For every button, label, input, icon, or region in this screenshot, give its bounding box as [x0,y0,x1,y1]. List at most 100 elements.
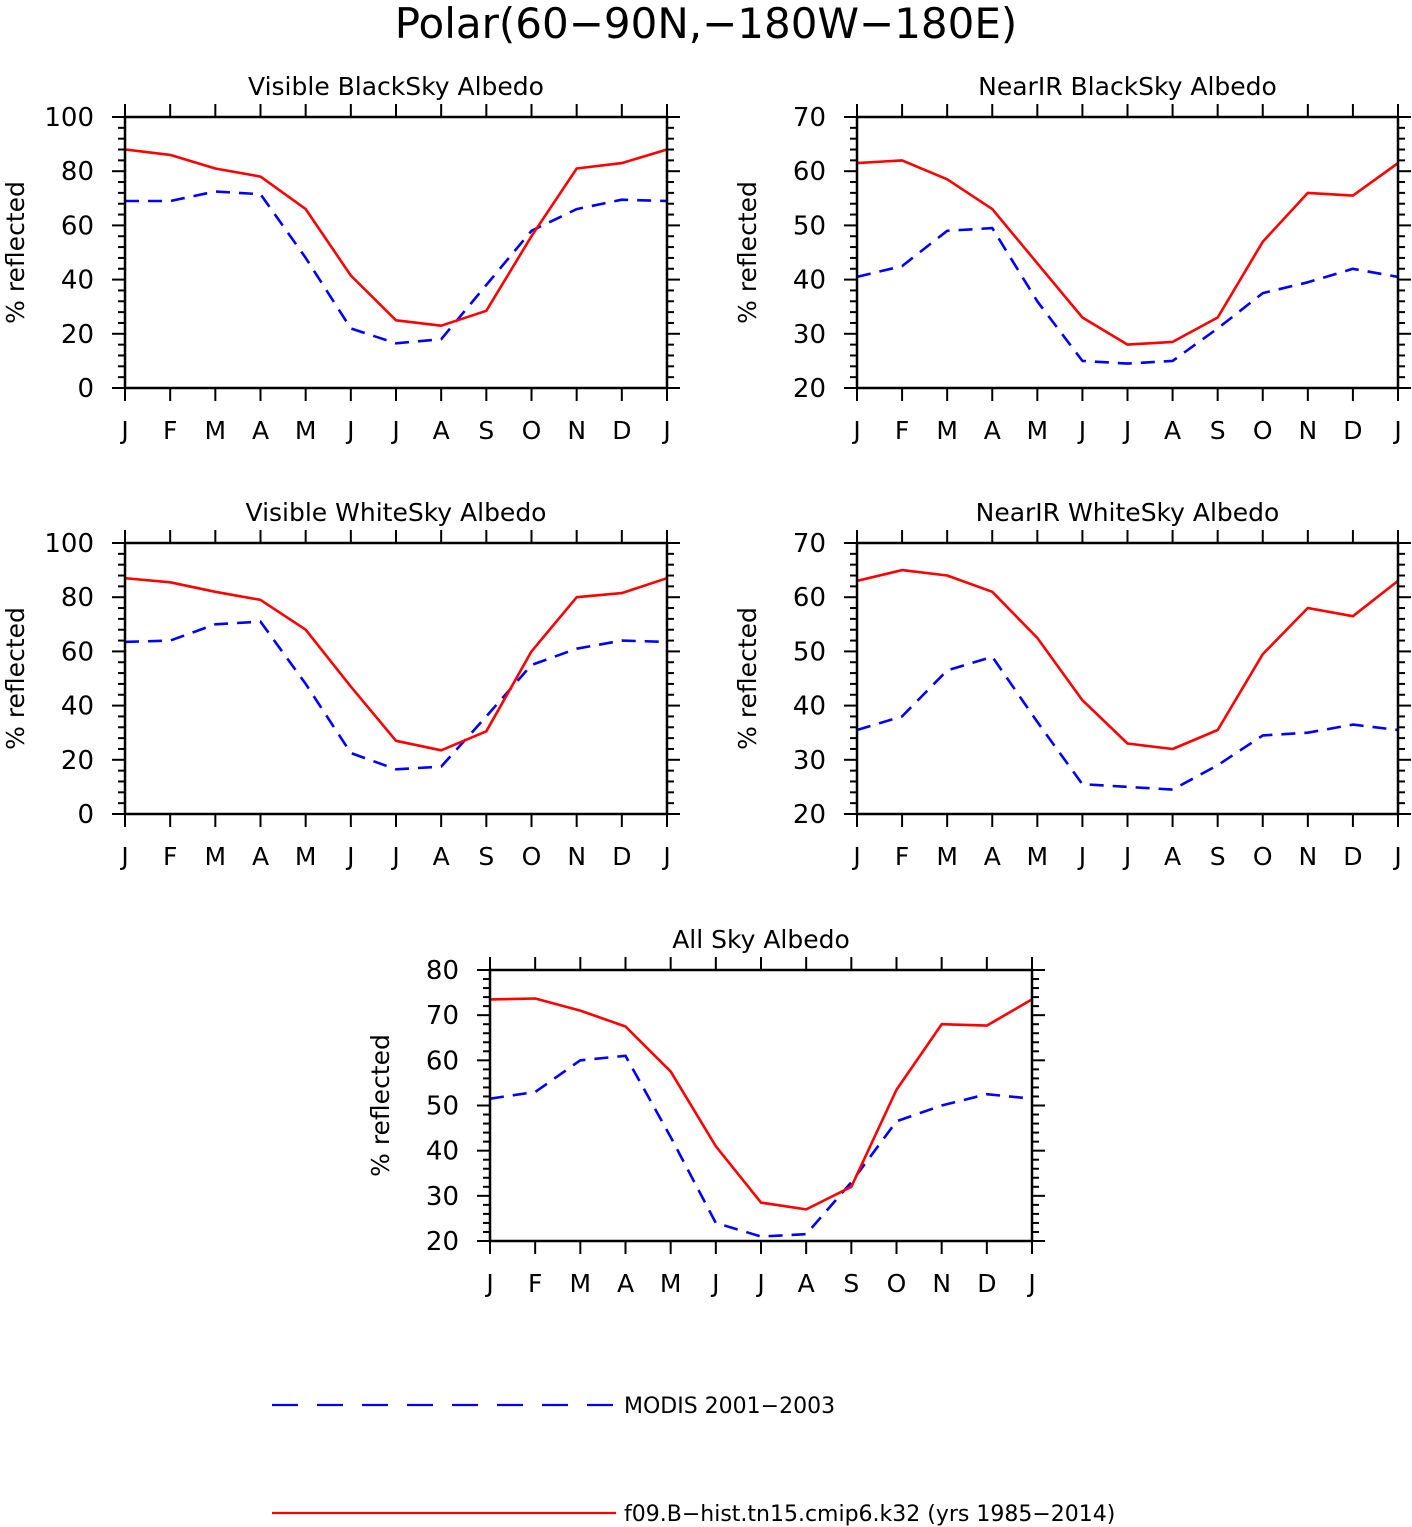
x-tick-label: J [345,842,354,871]
y-tick-label: 40 [426,1137,459,1167]
x-tick-label: A [617,1269,634,1298]
y-axis-label: % reflected [733,607,762,750]
x-tick-label: J [1077,416,1086,445]
y-tick-label: 70 [793,103,826,133]
y-tick-label: 60 [793,583,826,613]
y-tick-label: 50 [793,637,826,667]
series-line-model [124,148,668,328]
x-tick-label: J [345,416,354,445]
x-tick-label: M [936,416,958,445]
x-tick-label: N [567,842,586,871]
y-tick-label: 40 [793,266,826,296]
x-tick-label: N [567,416,586,445]
x-tick-label: S [843,1269,859,1298]
y-tick-label: 0 [77,800,94,830]
y-tick-label: 100 [44,103,94,133]
x-tick-label: M [1027,842,1049,871]
series-line-model [489,997,1033,1211]
x-tick-label: S [1210,416,1226,445]
axis-ticks [477,957,1045,1254]
x-tick-label: M [295,416,317,445]
x-tick-label: F [163,842,177,871]
x-tick-label: A [1164,842,1181,871]
x-tick-label: A [1164,416,1181,445]
x-tick-label: S [478,416,494,445]
y-axis-label: % reflected [366,1034,395,1177]
x-tick-label: J [755,1269,764,1298]
chart-panel-4: NearIR WhiteSky Albedo % reflected 20 30 40 5… [733,498,1411,871]
y-tick-label: 20 [793,374,826,404]
x-tick-label: O [1253,842,1273,871]
x-tick-label: D [1343,416,1362,445]
x-tick-label: J [119,842,128,871]
y-axis-label: % reflected [1,181,30,324]
x-tick-label: F [895,416,909,445]
chart-panels: Visible BlackSky Albedo % reflected 0 20 40 6… [1,72,1411,1298]
x-tick-label: J [1077,842,1086,871]
x-tick-label: M [205,416,227,445]
legend-label-modis: MODIS 2001−2003 [624,1394,835,1419]
x-tick-label: J [1122,842,1131,871]
x-tick-label: M [1027,416,1049,445]
y-tick-label: 80 [61,157,94,187]
chart-title: NearIR WhiteSky Albedo [976,498,1280,527]
x-tick-label: M [936,842,958,871]
figure-title: Polar(60−90N,−180W−180E) [395,0,1018,48]
x-tick-label: A [433,842,450,871]
series-line-modis [125,190,668,345]
x-tick-label: O [522,416,542,445]
series-line-model [856,568,1399,751]
y-tick-label: 50 [426,1092,459,1122]
y-tick-label: 0 [77,374,94,404]
y-tick-label: 80 [61,583,94,613]
y-tick-label: 60 [426,1046,459,1076]
y-axis-label: % reflected [1,607,30,750]
y-tick-label: 30 [793,746,826,776]
x-tick-label: D [612,842,631,871]
x-tick-label: A [984,416,1001,445]
x-tick-label: S [478,842,494,871]
x-tick-label: M [205,842,227,871]
axis-ticks [112,530,680,827]
chart-title: All Sky Albedo [672,925,850,954]
legend-label-model: f09.B−hist.tn15.cmip6.k32 (yrs 1985−2014… [624,1502,1115,1527]
x-tick-label: O [1253,416,1273,445]
x-tick-label: S [1210,842,1226,871]
x-tick-label: A [252,416,269,445]
x-tick-label: N [1298,416,1317,445]
series-line-modis [489,1054,1033,1238]
x-tick-label: F [163,416,177,445]
y-tick-label: 40 [793,692,826,722]
x-tick-label: J [390,416,399,445]
x-tick-label: A [984,842,1001,871]
x-tick-label: D [612,416,631,445]
y-tick-label: 20 [793,800,826,830]
x-tick-label: F [895,842,909,871]
axis-ticks [112,104,680,401]
x-tick-label: A [252,842,269,871]
x-tick-label: F [528,1269,542,1298]
axis-ticks [844,104,1411,401]
chart-title: Visible WhiteSky Albedo [246,498,547,527]
y-tick-label: 60 [61,211,94,241]
x-tick-label: J [710,1269,719,1298]
series-line-modis [124,620,668,771]
y-tick-label: 20 [426,1227,459,1257]
y-tick-label: 70 [793,529,826,559]
x-tick-label: N [932,1269,951,1298]
chart-panel-5: All Sky Albedo % reflected 20 30 40 50 60 70 80 J… [366,925,1045,1298]
chart-panel-2: NearIR BlackSky Albedo % reflected 20 30 40 5… [733,72,1411,445]
series-line-modis [856,226,1399,365]
x-tick-label: J [851,416,860,445]
x-tick-label: A [798,1269,815,1298]
y-tick-label: 40 [61,692,94,722]
x-tick-label: O [522,842,542,871]
y-tick-label: 40 [61,266,94,296]
plot-frame [123,541,669,816]
x-tick-label: M [660,1269,682,1298]
x-tick-label: M [570,1269,592,1298]
x-tick-label: J [119,416,128,445]
y-tick-label: 20 [61,320,94,350]
y-tick-label: 100 [44,529,94,559]
